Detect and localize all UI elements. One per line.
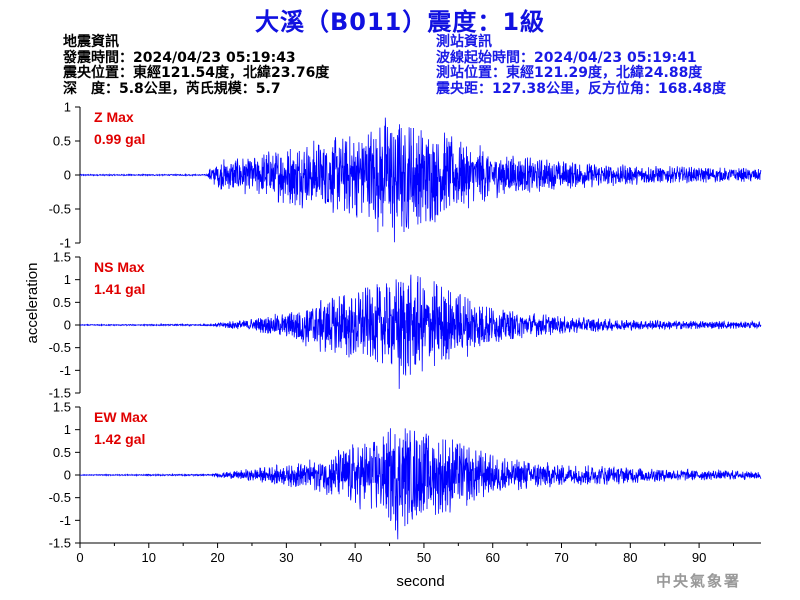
station-info: 測站資訊 波線起始時間：2024/04/23 05:19:41 測站位置：東經1…	[436, 34, 727, 97]
y-tick-label-ns: -0.5	[49, 340, 71, 355]
y-tick-label-ns: 1	[64, 272, 71, 287]
agency-watermark: 中央氣象署	[656, 572, 742, 590]
y-tick-label-ew: 1	[64, 422, 71, 437]
earthquake-info: 地震資訊 發震時間：2024/04/23 05:19:43 震央位置：東經121…	[63, 34, 330, 97]
max-value-ew: 1.42 gal	[94, 431, 145, 447]
y-tick-label-ew: -0.5	[49, 490, 71, 505]
station-location: 測站位置：東經121.29度，北緯24.88度	[436, 65, 703, 81]
x-tick-label: 40	[348, 550, 362, 565]
y-tick-label-ew: 0	[64, 468, 71, 483]
y-tick-label-z: -1	[59, 236, 71, 251]
y-tick-label-z: 0	[64, 168, 71, 183]
x-tick-label: 60	[485, 550, 499, 565]
x-tick-label: 30	[279, 550, 293, 565]
x-axis-label: second	[396, 573, 444, 590]
y-tick-label-z: 1	[64, 100, 71, 115]
waveform-start-time: 波線起始時間：2024/04/23 05:19:41	[436, 49, 697, 66]
y-tick-label-z: 0.5	[53, 134, 71, 149]
y-tick-label-ns: 0	[64, 318, 71, 333]
depth-magnitude: 深 度：5.8公里，芮氏規模：5.7	[63, 80, 281, 97]
trace-ns	[80, 274, 762, 389]
y-tick-label-ew: -1.5	[49, 536, 71, 551]
x-tick-label: 80	[623, 550, 637, 565]
x-tick-label: 50	[417, 550, 431, 565]
y-axis-label: acceleration	[24, 263, 41, 344]
y-tick-label-ns: 1.5	[53, 250, 71, 265]
epicentral-distance: 震央距：127.38公里，反方位角：168.48度	[436, 80, 727, 97]
y-tick-label-ns: -1	[59, 363, 71, 378]
x-tick-label: 90	[692, 550, 706, 565]
max-label-ns: NS Max	[94, 259, 145, 275]
y-tick-label-ew: 0.5	[53, 445, 71, 460]
max-label-z: Z Max	[94, 109, 134, 125]
y-tick-label-ns: 0.5	[53, 295, 71, 310]
station-info-heading: 測站資訊	[436, 34, 492, 50]
origin-time: 發震時間：2024/04/23 05:19:43	[63, 49, 296, 66]
page-title: 大溪（B011）震度：1級	[254, 8, 546, 36]
earthquake-info-heading: 地震資訊	[63, 34, 119, 50]
max-label-ew: EW Max	[94, 409, 148, 425]
trace-ew	[79, 428, 762, 540]
x-tick-label: 10	[142, 550, 156, 565]
max-value-ns: 1.41 gal	[94, 281, 145, 297]
x-tick-label: 0	[76, 550, 83, 565]
y-tick-label-ew: 1.5	[53, 400, 71, 415]
trace-z	[79, 117, 762, 243]
max-value-z: 0.99 gal	[94, 131, 145, 147]
x-tick-label: 70	[554, 550, 568, 565]
y-tick-label-z: -0.5	[49, 202, 71, 217]
y-tick-label-ns: -1.5	[49, 386, 71, 401]
y-tick-label-ew: -1	[59, 513, 71, 528]
x-tick-label: 20	[210, 550, 224, 565]
epicenter-location: 震央位置：東經121.54度，北緯23.76度	[63, 65, 330, 81]
